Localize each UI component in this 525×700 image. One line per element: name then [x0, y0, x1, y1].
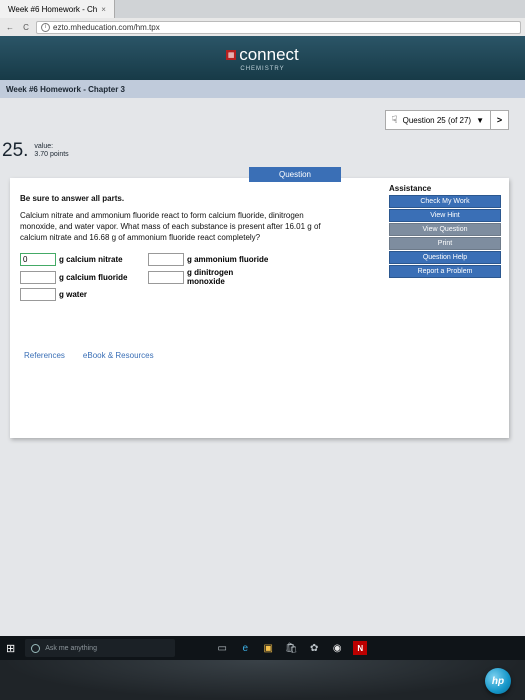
logo-icon: ▦	[226, 50, 236, 60]
assist-view-hint[interactable]: View Hint	[389, 209, 501, 222]
edge-icon[interactable]: e	[238, 641, 252, 655]
ebook-resources-link[interactable]: eBook & Resources	[83, 351, 154, 360]
pointer-icon: ☟	[392, 115, 398, 126]
cortana-search[interactable]: Ask me anything	[25, 639, 175, 657]
question-card: Question Assistance Check My Work View H…	[10, 178, 509, 438]
water-input[interactable]	[20, 288, 56, 301]
tab-close-icon[interactable]: ×	[101, 5, 106, 14]
question-number: 25.	[2, 140, 28, 162]
calcium-nitrate-input[interactable]	[20, 253, 56, 266]
assist-report-problem[interactable]: Report a Problem	[389, 265, 501, 278]
next-question-button[interactable]: >	[491, 110, 509, 130]
cortana-placeholder: Ask me anything	[45, 645, 97, 652]
question-meta: value: 3.70 points	[34, 140, 68, 160]
references-link[interactable]: References	[24, 351, 65, 360]
question-nav: ☟ Question 25 (of 27) ▼ >	[0, 110, 509, 130]
explorer-icon[interactable]: ▣	[261, 641, 275, 655]
ammonium-fluoride-label: g ammonium fluoride	[187, 255, 273, 264]
value-label: value:	[34, 143, 68, 151]
question-content: Be sure to answer all parts. Calcium nit…	[20, 194, 330, 360]
store-icon[interactable]: 🛍	[284, 641, 298, 655]
answer-row: g calcium nitrate g ammonium fluoride	[20, 253, 330, 266]
connect-logo: ▦ connect	[226, 45, 299, 65]
assist-question-help[interactable]: Question Help	[389, 251, 501, 264]
netflix-icon[interactable]: N	[353, 641, 367, 655]
question-body: Calcium nitrate and ammonium fluoride re…	[20, 211, 330, 243]
answer-grid: g calcium nitrate g ammonium fluoride g …	[20, 253, 330, 301]
start-button[interactable]: ⊞	[6, 642, 15, 655]
assistance-title: Assistance	[389, 184, 501, 193]
chevron-down-icon: ▼	[476, 116, 484, 125]
assist-check-my-work[interactable]: Check My Work	[389, 195, 501, 208]
hp-logo: hp	[485, 668, 511, 694]
browser-toolbar: ← C i ezto.mheducation.com/hm.tpx	[0, 18, 525, 36]
back-button[interactable]: ←	[4, 23, 16, 32]
assist-print[interactable]: Print	[389, 237, 501, 250]
url-text: ezto.mheducation.com/hm.tpx	[53, 23, 160, 32]
chevron-right-icon: >	[497, 115, 502, 125]
water-label: g water	[59, 290, 145, 299]
question-tab: Question	[249, 167, 341, 182]
chrome-icon[interactable]: ◉	[330, 641, 344, 655]
dinitrogen-monoxide-label: g dinitrogen monoxide	[187, 268, 273, 286]
settings-icon[interactable]: ✿	[307, 641, 321, 655]
desk-surface: hp	[0, 660, 525, 700]
dinitrogen-monoxide-input[interactable]	[148, 271, 184, 284]
assist-view-question[interactable]: View Question	[389, 223, 501, 236]
windows-taskbar: ⊞ Ask me anything ▭ e ▣ 🛍 ✿ ◉ N	[0, 636, 525, 660]
assistance-panel: Assistance Check My Work View Hint View …	[389, 184, 501, 278]
reload-button[interactable]: C	[20, 23, 32, 32]
url-field[interactable]: i ezto.mheducation.com/hm.tpx	[36, 21, 521, 34]
calcium-fluoride-label: g calcium fluoride	[59, 273, 145, 282]
brand-banner: ▦ connect CHEMISTRY	[0, 36, 525, 80]
page-body: ☟ Question 25 (of 27) ▼ > 25. value: 3.7…	[0, 98, 525, 658]
logo-text: connect	[239, 45, 299, 65]
calcium-fluoride-input[interactable]	[20, 271, 56, 284]
task-view-icon[interactable]: ▭	[215, 641, 229, 655]
assignment-bar: Week #6 Homework - Chapter 3	[0, 80, 525, 98]
answer-row: g water	[20, 288, 330, 301]
question-tab-label[interactable]: Question	[249, 167, 341, 182]
points-value: 3.70 points	[34, 151, 68, 159]
question-selector-label: Question 25 (of 27)	[403, 116, 471, 125]
answer-row: g calcium fluoride g dinitrogen monoxide	[20, 268, 330, 286]
site-info-icon[interactable]: i	[41, 23, 50, 32]
taskbar-icons: ▭ e ▣ 🛍 ✿ ◉ N	[215, 641, 367, 655]
references-row: References eBook & Resources	[24, 351, 330, 360]
question-lead: Be sure to answer all parts.	[20, 194, 330, 203]
question-selector[interactable]: ☟ Question 25 (of 27) ▼	[385, 110, 492, 130]
browser-tab[interactable]: Week #6 Homework - Ch ×	[0, 0, 115, 18]
question-header: 25. value: 3.70 points	[0, 140, 517, 162]
browser-tab-strip: Week #6 Homework - Ch ×	[0, 0, 525, 18]
ammonium-fluoride-input[interactable]	[148, 253, 184, 266]
brand-subtitle: CHEMISTRY	[240, 66, 284, 72]
tab-title: Week #6 Homework - Ch	[8, 5, 97, 14]
assignment-title: Week #6 Homework - Chapter 3	[6, 85, 125, 94]
cortana-icon	[31, 644, 40, 653]
calcium-nitrate-label: g calcium nitrate	[59, 255, 145, 264]
